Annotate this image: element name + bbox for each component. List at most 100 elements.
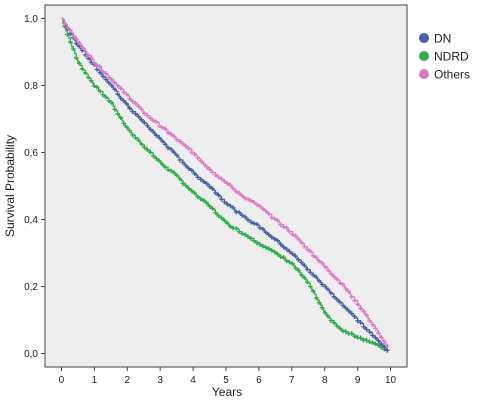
censor-mark	[248, 236, 254, 241]
legend-marker-ndrd	[419, 51, 429, 61]
series-others	[61, 17, 390, 349]
censor-mark	[145, 147, 150, 152]
censor-mark	[239, 193, 245, 199]
censor-mark	[281, 224, 286, 229]
censor-mark	[281, 244, 286, 250]
censor-mark	[367, 329, 372, 335]
censor-mark	[150, 129, 156, 135]
censor-mark	[296, 268, 301, 273]
y-tick-label: 0,0	[24, 349, 38, 360]
censor-mark	[310, 253, 316, 259]
censor-mark	[97, 64, 103, 69]
censor-mark	[100, 69, 106, 74]
censor-mark	[364, 312, 369, 318]
censor-mark	[207, 166, 212, 172]
censor-mark	[331, 274, 337, 279]
censor-mark	[201, 197, 206, 203]
censor-mark	[227, 203, 233, 209]
censor-mark	[213, 172, 218, 178]
censor-mark	[352, 298, 357, 303]
censor-mark	[142, 111, 147, 116]
censor-mark	[239, 213, 245, 218]
censor-mark	[109, 83, 115, 89]
censor-mark	[337, 325, 343, 331]
censor-mark	[379, 341, 384, 347]
censor-mark	[319, 305, 325, 311]
censor-mark	[219, 196, 224, 202]
censor-mark	[65, 32, 70, 37]
censor-mark	[245, 196, 251, 202]
censor-mark	[97, 70, 103, 75]
censor-mark	[136, 114, 141, 119]
censor-mark	[302, 262, 307, 268]
censor-mark	[133, 111, 138, 116]
censor-mark	[186, 146, 192, 151]
censor-mark	[145, 123, 150, 129]
censor-mark	[227, 224, 233, 229]
censor-mark	[316, 258, 322, 264]
x-tick-label: 0	[59, 375, 65, 386]
censor-mark	[109, 77, 115, 83]
censor-mark	[145, 113, 150, 118]
censor-mark	[109, 100, 115, 106]
plot-area	[44, 4, 408, 368]
censor-mark	[331, 294, 337, 300]
x-tick-label: 9	[355, 375, 361, 386]
censor-mark	[71, 46, 76, 52]
censor-mark	[376, 330, 381, 336]
censor-mark	[192, 171, 198, 177]
censor-mark	[227, 182, 233, 188]
censor-mark	[225, 220, 230, 226]
censor-mark	[186, 166, 192, 171]
censor-mark	[130, 132, 135, 138]
censor-mark	[263, 230, 269, 235]
censor-mark	[189, 167, 195, 173]
censor-mark	[296, 236, 301, 242]
censor-mark	[127, 105, 132, 111]
censor-mark	[230, 186, 236, 191]
censor-mark	[340, 282, 346, 287]
x-tick-label: 8	[322, 375, 328, 386]
censor-mark	[275, 251, 280, 257]
censor-mark	[186, 186, 192, 191]
censor-mark	[251, 238, 257, 243]
censor-mark	[148, 127, 153, 132]
y-tick-label: 1,0	[24, 14, 38, 25]
censor-mark	[189, 188, 195, 194]
censor-mark	[148, 115, 153, 121]
y-tick-label: 0,6	[24, 148, 38, 159]
censor-mark	[260, 243, 266, 249]
x-axis-title: Years	[212, 385, 242, 399]
censor-mark	[195, 194, 200, 200]
censor-mark	[91, 60, 97, 65]
censor-mark	[183, 183, 189, 188]
x-tick-label: 3	[157, 375, 163, 386]
censor-mark	[103, 77, 109, 82]
censor-mark	[334, 297, 340, 302]
censor-mark	[65, 25, 70, 30]
censor-mark	[257, 242, 263, 247]
censor-mark	[284, 246, 289, 252]
censor-mark	[293, 233, 298, 239]
censor-mark	[242, 232, 248, 237]
censor-mark	[257, 225, 263, 231]
censor-mark	[254, 202, 260, 207]
censor-mark	[352, 314, 357, 319]
censor-mark	[183, 144, 189, 149]
censor-mark	[307, 248, 313, 254]
censor-mark	[180, 180, 186, 186]
x-tick-label: 5	[223, 375, 229, 386]
censor-mark	[68, 27, 73, 33]
censor-mark	[293, 253, 298, 259]
censor-mark	[195, 155, 200, 161]
censor-mark	[97, 88, 103, 94]
censor-mark	[373, 335, 378, 340]
censor-mark	[130, 109, 135, 114]
x-tick-label: 6	[256, 375, 262, 386]
censor-mark	[207, 203, 212, 209]
censor-mark	[73, 36, 79, 41]
censor-mark	[127, 128, 132, 133]
censor-mark	[174, 153, 180, 158]
